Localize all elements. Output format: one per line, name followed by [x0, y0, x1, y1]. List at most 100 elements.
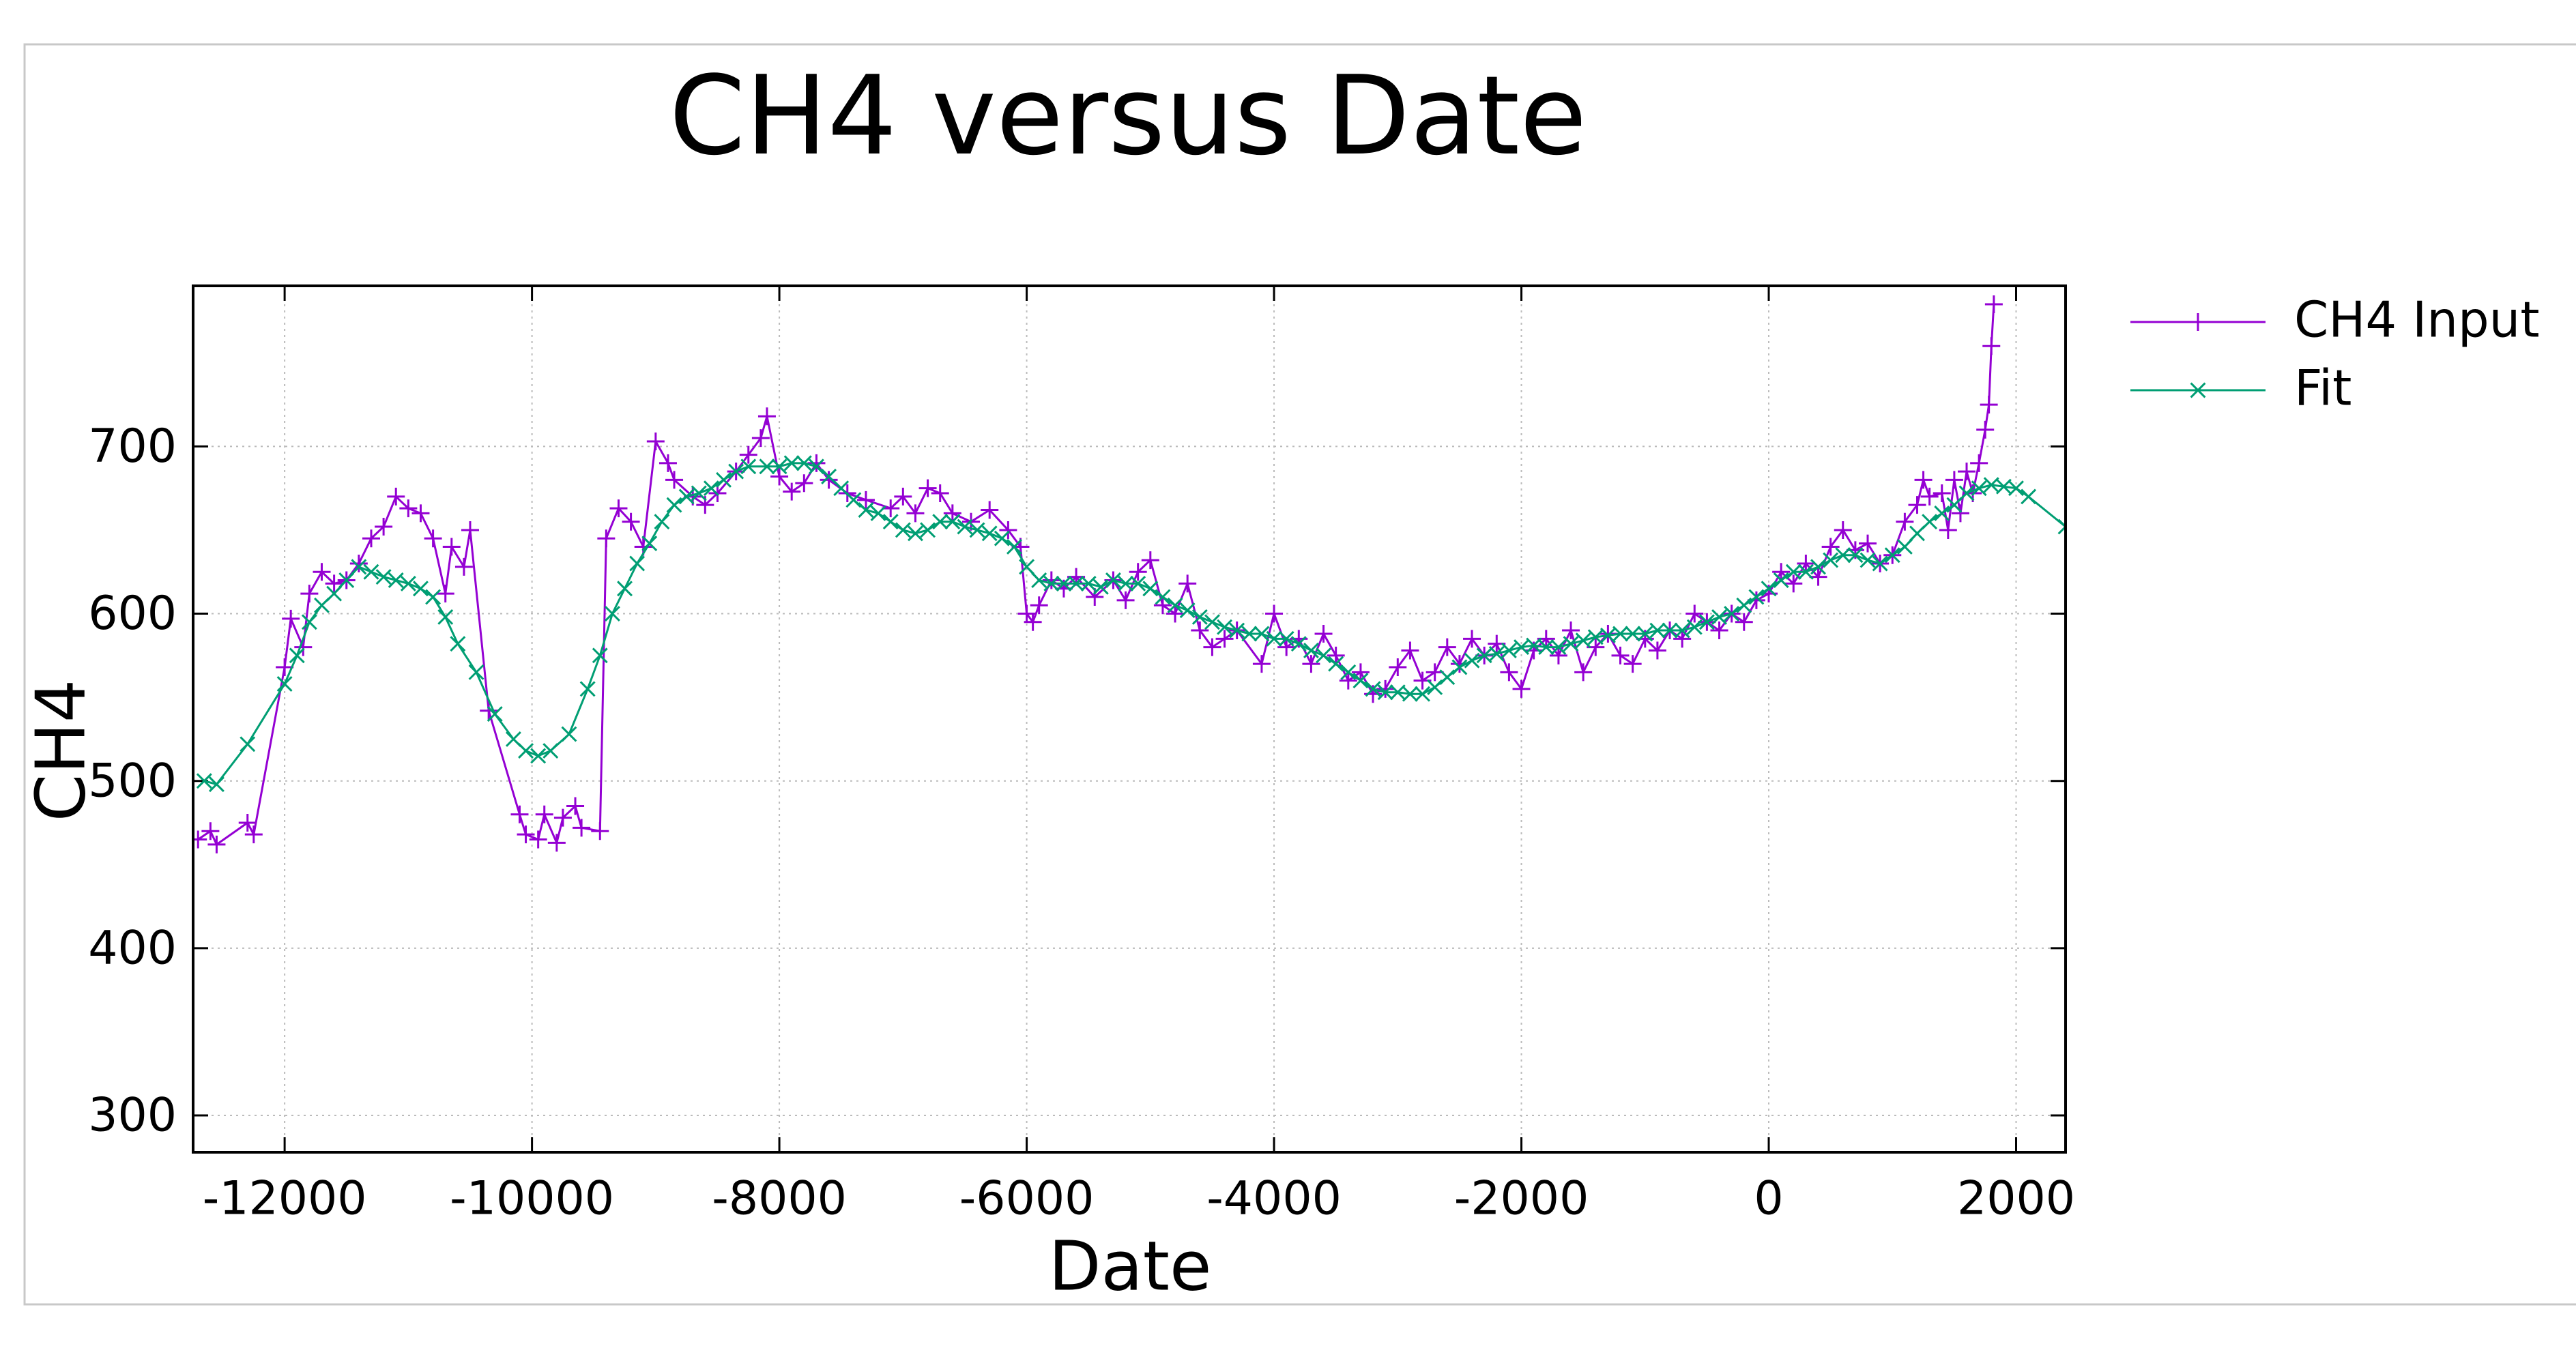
point-marker: [561, 726, 577, 742]
point-marker: [783, 482, 801, 501]
point-marker: [240, 736, 256, 752]
point-marker: [1648, 641, 1666, 660]
point-marker: [1501, 643, 1517, 658]
point-marker: [808, 458, 824, 475]
point-marker: [999, 521, 1017, 539]
point-marker: [314, 597, 330, 613]
point-marker: [1772, 563, 1791, 581]
point-marker: [1674, 622, 1690, 639]
point-marker: [1265, 604, 1284, 623]
point-marker: [2057, 518, 2066, 535]
x-tick-label: 2000: [1957, 1172, 2075, 1226]
point-marker: [1031, 572, 1047, 588]
point-marker: [1982, 337, 2001, 355]
point-marker: [1823, 552, 1839, 568]
point-marker: [1116, 591, 1135, 609]
point-marker: [870, 505, 886, 521]
x-tick-label: -2000: [1454, 1172, 1589, 1226]
y-tick-label: 500: [88, 754, 177, 808]
point-marker: [1934, 505, 1950, 521]
point-marker: [1748, 589, 1765, 605]
point-marker: [907, 525, 923, 542]
chart-title: CH4 versus Date: [669, 52, 1587, 179]
point-marker: [1847, 547, 1864, 564]
point-marker: [1673, 630, 1692, 648]
point-marker: [517, 825, 535, 844]
point-marker: [1130, 575, 1146, 591]
point-marker: [1203, 638, 1221, 656]
plot-area: [193, 295, 2066, 853]
point-marker: [1810, 559, 1826, 575]
point-marker: [1951, 504, 1969, 523]
point-marker: [1797, 554, 1815, 572]
point-marker: [1303, 643, 1319, 658]
point-marker: [1427, 679, 1443, 695]
point-marker: [424, 529, 442, 548]
point-marker: [510, 805, 529, 823]
y-tick-label: 300: [88, 1089, 177, 1143]
point-marker: [691, 485, 707, 501]
point-marker: [1574, 663, 1593, 682]
point-marker: [413, 581, 429, 597]
point-marker: [617, 581, 633, 597]
point-marker: [207, 835, 226, 853]
point-marker: [1896, 539, 1913, 555]
y-tick-label: 700: [88, 420, 177, 473]
x-tick-label: -6000: [959, 1172, 1095, 1226]
point-marker: [1118, 575, 1134, 591]
point-marker: [289, 647, 305, 664]
point-marker: [530, 748, 547, 764]
point-marker: [918, 479, 937, 497]
point-marker: [1500, 663, 1518, 682]
point-marker: [759, 458, 775, 475]
point-marker: [1686, 619, 1703, 635]
point-marker: [1611, 646, 1630, 664]
x-tick-label: -12000: [203, 1172, 367, 1226]
point-marker: [362, 529, 380, 548]
point-marker: [196, 773, 212, 789]
point-marker: [325, 574, 343, 593]
point-marker: [1030, 596, 1048, 615]
point-marker: [1797, 564, 1814, 580]
point-marker: [1736, 597, 1752, 613]
point-marker: [1872, 555, 1888, 572]
point-marker: [1415, 686, 1431, 702]
frame: [23, 43, 2576, 1306]
point-marker: [1006, 539, 1022, 555]
point-marker: [678, 488, 695, 505]
point-marker: [363, 564, 379, 580]
point-marker: [1922, 514, 1938, 530]
point-marker: [2021, 488, 2037, 505]
point-marker: [1402, 686, 1418, 702]
point-marker: [728, 463, 744, 480]
point-marker: [1958, 485, 1975, 501]
point-marker: [1352, 673, 1369, 689]
point-marker: [1179, 602, 1196, 619]
point-marker: [1512, 679, 1531, 698]
point-marker: [1166, 604, 1185, 623]
point-marker: [1971, 480, 1987, 497]
point-marker: [1784, 574, 1803, 593]
legend-label: CH4 Input: [2294, 291, 2540, 349]
point-marker: [771, 458, 787, 475]
point-marker: [1735, 613, 1753, 631]
point-marker: [1451, 659, 1468, 675]
x-axis-label: Date: [1048, 1226, 1211, 1306]
point-marker: [659, 454, 677, 472]
point-marker: [518, 743, 534, 759]
point-marker: [646, 433, 665, 451]
point-marker: [1105, 572, 1121, 588]
point-marker: [276, 676, 293, 692]
point-marker: [666, 497, 682, 513]
point-marker: [480, 701, 498, 720]
point-marker: [313, 563, 331, 581]
point-marker: [1834, 521, 1852, 539]
point-marker: [1945, 471, 1963, 489]
point-marker: [1401, 641, 1419, 660]
legend-label: Fit: [2294, 360, 2351, 417]
point-marker: [858, 502, 874, 518]
point-marker: [1241, 626, 1258, 642]
legend-marker: [2190, 382, 2206, 398]
point-marker: [1939, 521, 1957, 539]
